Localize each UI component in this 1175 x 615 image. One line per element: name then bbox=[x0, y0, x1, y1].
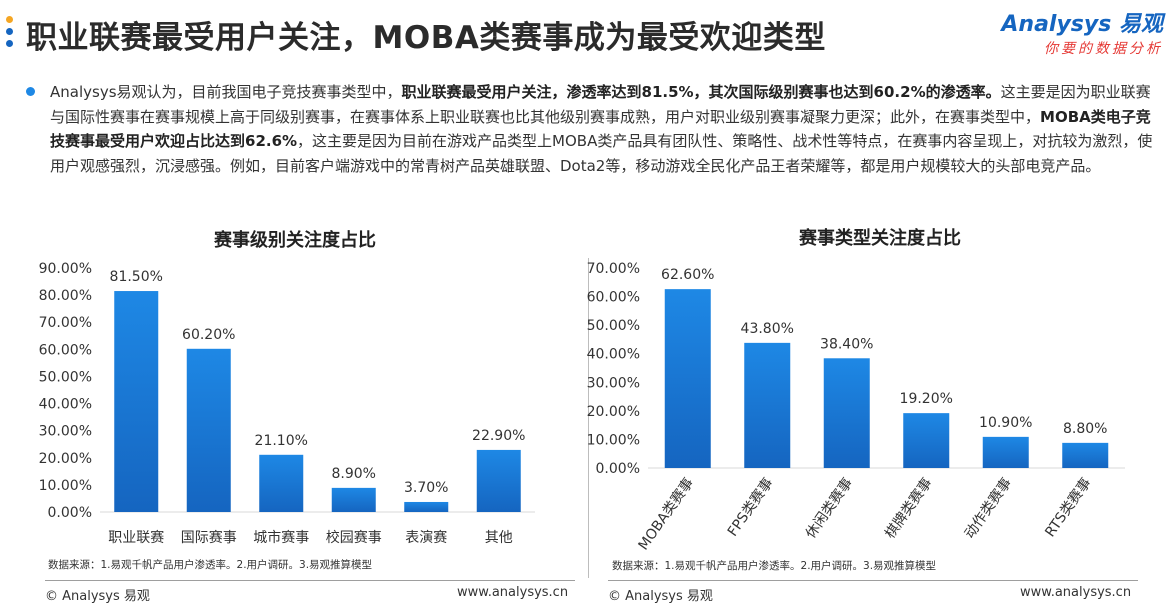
y-tick-label: 20.00% bbox=[587, 404, 640, 420]
chart-level-source: 数据来源：1.易观千帆产品用户渗透率。2.用户调研。3.易观推算模型 bbox=[48, 559, 373, 571]
para-bold-1: 职业联赛最受用户关注，渗透率达到81.5%，其次国际级别赛事也达到60.2%的渗… bbox=[401, 83, 1001, 101]
x-category-label: MOBA类赛事 bbox=[636, 475, 697, 553]
x-category-label: 城市赛事 bbox=[253, 529, 309, 546]
para-part-2: 这主要是因为职业联赛与国际性赛事在赛事规模上高于同级别赛事，在赛事体系上职业联赛… bbox=[50, 83, 1151, 126]
x-category-label: 棋牌类赛事 bbox=[881, 475, 935, 542]
para-part-3: ，这主要是因为目前在游戏产品类型上MOBA类产品具有团队性、策略性、战术性等特点… bbox=[50, 132, 1153, 175]
bar bbox=[744, 342, 791, 468]
para-bold-2: MOBA类电子竞技赛事最受用户欢迎占比达到62.6% bbox=[50, 107, 1151, 151]
y-tick-label: 30.00% bbox=[587, 375, 640, 391]
x-category-label: 校园赛事 bbox=[326, 529, 382, 546]
data-label: 43.80% bbox=[741, 321, 794, 337]
y-tick-label: 50.00% bbox=[587, 318, 640, 334]
page-title: 职业联赛最受用户关注，MOBA类赛事成为最受欢迎类型 bbox=[26, 20, 826, 56]
chart-title: 赛事类型关注度占比 bbox=[798, 227, 961, 249]
footer-url-left[interactable]: www.analysys.cn bbox=[457, 585, 569, 600]
y-tick-label: 30.00% bbox=[39, 424, 92, 440]
y-tick-label: 80.00% bbox=[39, 288, 92, 304]
x-category-label: 职业联赛 bbox=[108, 530, 164, 546]
y-tick-label: 70.00% bbox=[587, 261, 640, 277]
bar bbox=[259, 454, 304, 512]
x-category-label: 表演赛 bbox=[405, 530, 447, 546]
footer-line-left bbox=[45, 580, 575, 581]
bar bbox=[664, 289, 711, 468]
chart-type-attention: 赛事类型关注度占比 0.00% 10.00% 20.00% 30.00% 40.00% 50… bbox=[587, 220, 1170, 580]
y-tick-label: 90.00% bbox=[39, 261, 92, 277]
x-category-label: FPS类赛事 bbox=[725, 475, 777, 539]
x-category-label: 其他 bbox=[485, 530, 513, 546]
chart-divider bbox=[588, 258, 589, 578]
y-tick-label: 0.00% bbox=[48, 505, 92, 521]
data-label: 19.20% bbox=[900, 391, 953, 407]
x-category-label: 国际赛事 bbox=[181, 530, 237, 546]
data-label: 38.40% bbox=[820, 336, 873, 352]
bullet-icon bbox=[26, 87, 35, 96]
chart-type-svg: 赛事类型关注度占比 0.00% 10.00% 20.00% 30.00% 40.00% 50… bbox=[587, 227, 1125, 553]
footer-line-right bbox=[608, 580, 1138, 581]
x-category-label: RTS类赛事 bbox=[1042, 475, 1094, 540]
summary-paragraph: Analysys易观认为，目前我国电子竞技赛事类型中，职业联赛最受用户关注，渗透… bbox=[50, 80, 1165, 178]
bar bbox=[823, 358, 870, 468]
data-label: 3.70% bbox=[404, 480, 448, 496]
data-label: 8.80% bbox=[1063, 421, 1107, 437]
bar bbox=[331, 487, 376, 512]
y-tick-label: 20.00% bbox=[39, 451, 92, 467]
y-tick-label: 60.00% bbox=[587, 290, 640, 306]
analysys-logo: Analysys 易观 你要的数据分析 bbox=[1001, 6, 1163, 58]
chart-level-svg: 赛事级别关注度占比 0.00% 10.00% 20.00% 30.00% 40.00% 50… bbox=[39, 229, 535, 546]
data-label: 10.90% bbox=[979, 415, 1032, 431]
data-label: 22.90% bbox=[472, 428, 525, 444]
y-tick-label: 0.00% bbox=[596, 461, 640, 477]
bar bbox=[476, 449, 521, 512]
footer-url-right[interactable]: www.analysys.cn bbox=[1020, 585, 1132, 600]
data-label: 81.50% bbox=[110, 269, 163, 285]
data-label: 62.60% bbox=[661, 267, 714, 283]
x-category-label: 动作类赛事 bbox=[962, 475, 1015, 542]
data-label: 8.90% bbox=[332, 466, 376, 482]
footer-copyright-left: © Analysys 易观 bbox=[45, 589, 150, 604]
bar bbox=[186, 348, 231, 512]
y-tick-label: 10.00% bbox=[587, 432, 640, 448]
footer-copyright-right: © Analysys 易观 bbox=[608, 589, 713, 604]
bar bbox=[114, 291, 159, 512]
y-tick-label: 50.00% bbox=[39, 369, 92, 385]
y-tick-label: 70.00% bbox=[39, 315, 92, 331]
y-tick-label: 10.00% bbox=[39, 478, 92, 494]
bar bbox=[903, 413, 950, 468]
y-tick-label: 40.00% bbox=[587, 347, 640, 363]
y-tick-label: 40.00% bbox=[39, 397, 92, 413]
bar bbox=[1062, 442, 1109, 468]
chart-level-attention: 赛事级别关注度占比 0.00% 10.00% 20.00% 30.00% 40.00% 50… bbox=[0, 220, 585, 580]
title-dots-decoration bbox=[6, 16, 16, 52]
bar bbox=[982, 436, 1029, 468]
para-part-1: Analysys易观认为，目前我国电子竞技赛事类型中， bbox=[50, 83, 402, 101]
x-category-label: 休闲类赛事 bbox=[803, 475, 856, 542]
chart-title: 赛事级别关注度占比 bbox=[213, 229, 376, 251]
data-label: 21.10% bbox=[255, 433, 308, 449]
logo-main-text: Analysys 易观 bbox=[1001, 12, 1163, 37]
logo-sub-text: 你要的数据分析 bbox=[1044, 41, 1163, 57]
y-tick-label: 60.00% bbox=[39, 342, 92, 358]
data-label: 60.20% bbox=[182, 327, 235, 343]
bar bbox=[404, 501, 449, 512]
chart-type-source: 数据来源：1.易观千帆产品用户渗透率。2.用户调研。3.易观推算模型 bbox=[612, 560, 937, 572]
